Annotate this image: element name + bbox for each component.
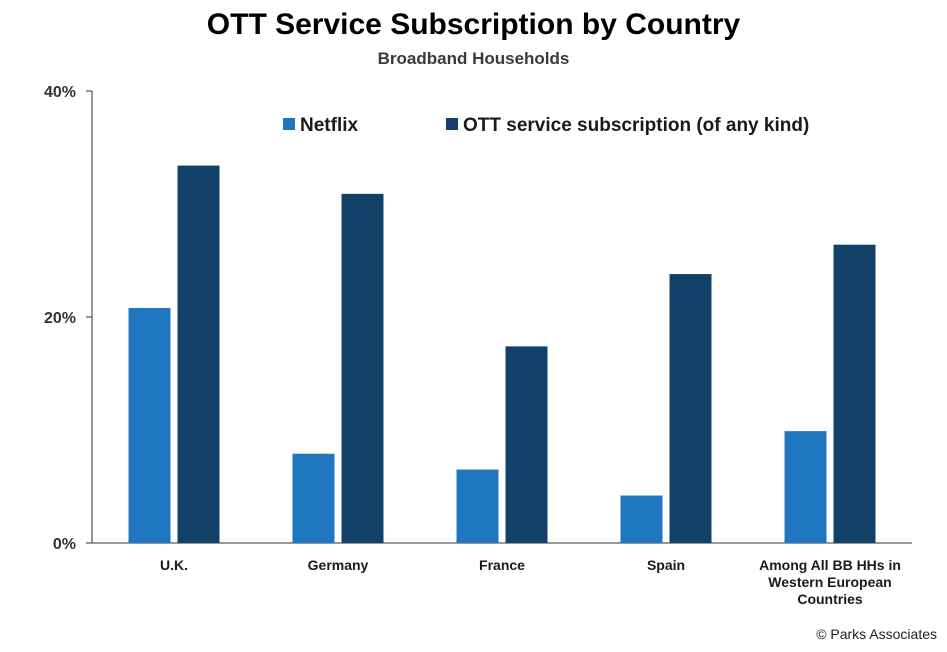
bar-netflix — [784, 431, 827, 543]
bar-netflix — [456, 469, 499, 543]
bar-ott-any — [177, 165, 220, 543]
x-category-label: Germany — [308, 557, 369, 573]
chart-subtitle: Broadband Households — [377, 49, 570, 68]
bar-ott-any — [669, 274, 712, 543]
bar-netflix — [292, 453, 335, 543]
bar-netflix — [128, 307, 171, 543]
legend-swatch — [283, 118, 295, 130]
bar-ott-any — [341, 193, 384, 543]
legend-label: Netflix — [300, 115, 359, 136]
bar-netflix — [620, 495, 663, 543]
y-tick-label: 40% — [44, 84, 76, 101]
bar-ott-any — [833, 244, 876, 543]
x-category-label: France — [479, 557, 525, 573]
legend-swatch — [446, 118, 458, 130]
y-tick-label: 20% — [44, 310, 76, 327]
legend-label: OTT service subscription (of any kind) — [463, 115, 809, 136]
x-category-label: Among All BB HHs in Western European Count… — [759, 557, 901, 607]
y-tick-label: 0% — [53, 536, 76, 553]
x-category-label: Spain — [647, 557, 685, 573]
credit-text: © Parks Associates — [816, 626, 937, 642]
x-category-label: U.K. — [160, 557, 188, 573]
bar-ott-any — [505, 346, 548, 543]
chart-title: OTT Service Subscription by Country — [206, 8, 741, 41]
